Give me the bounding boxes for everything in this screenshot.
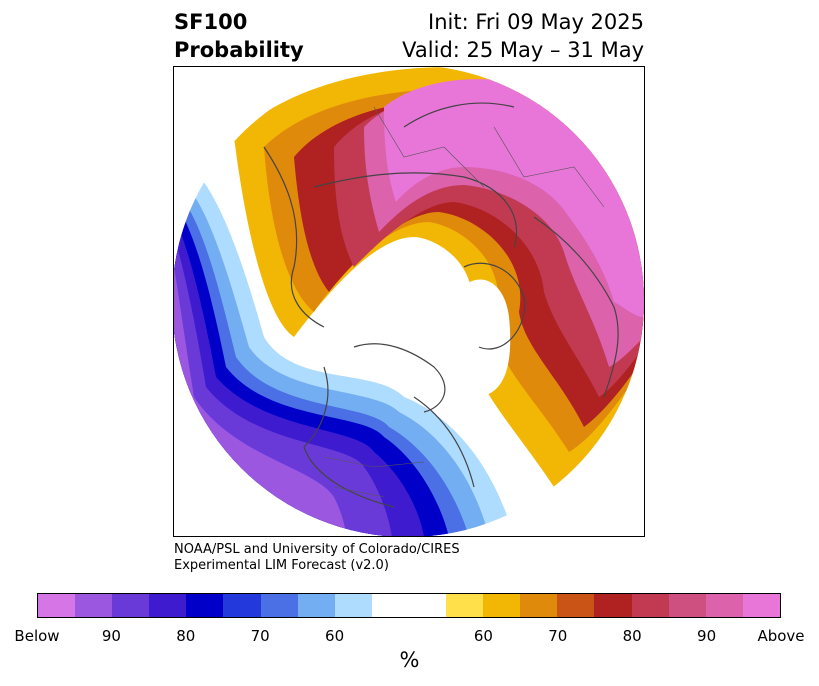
colorbar-segment (297, 594, 335, 617)
colorbar-segment (112, 594, 150, 617)
colorbar-tick-label: 70 (250, 627, 270, 645)
colorbar-segment (594, 594, 632, 617)
colorbar-segment (446, 594, 484, 617)
credit-line-1: NOAA/PSL and University of Colorado/CIRE… (174, 542, 460, 557)
borders (323, 106, 605, 498)
colorbar-tick-label: 80 (622, 627, 642, 645)
title-line-1: SF100 (174, 10, 248, 34)
above-max (384, 79, 644, 317)
colorbar-tick-label: Above (757, 627, 805, 645)
colorbar-tick-label: 60 (473, 627, 493, 645)
credit-text: NOAA/PSL and University of Colorado/CIRE… (174, 542, 460, 574)
colorbar-tick-labels: Below 90 80 70 60 60 70 80 90 Above (0, 627, 819, 647)
neutral-greenland (443, 279, 511, 397)
coastlines (263, 102, 619, 508)
colorbar-segment (334, 594, 372, 617)
colorbar-segment (408, 594, 447, 617)
colorbar-segment (483, 594, 521, 617)
colorbar-unit: % (399, 648, 420, 672)
colorbar-tick-label: 90 (101, 627, 121, 645)
colorbar-segment (371, 594, 409, 617)
forecast-dates: Init: Fri 09 May 2025 Valid: 25 May – 31… (402, 8, 644, 64)
colorbar-segment (260, 594, 298, 617)
colorbar-tick-label: Below (14, 627, 60, 645)
colorbar-segment (38, 594, 76, 617)
credit-line-2: Experimental LIM Forecast (v2.0) (174, 558, 389, 573)
probability-field (174, 67, 644, 536)
colorbar-segment (742, 594, 780, 617)
colorbar-segment (705, 594, 743, 617)
init-date: Init: Fri 09 May 2025 (428, 10, 644, 34)
pole-marker (403, 296, 415, 308)
colorbar-segment (186, 594, 224, 617)
polar-map (173, 66, 645, 537)
colorbar-segment (520, 594, 558, 617)
colorbar-segment (75, 594, 113, 617)
colorbar-tick-label: 80 (176, 627, 196, 645)
colorbar-segment (668, 594, 706, 617)
colorbar (37, 593, 781, 618)
valid-range: Valid: 25 May – 31 May (402, 38, 644, 62)
map-canvas (174, 67, 644, 536)
colorbar-segment (631, 594, 669, 617)
colorbar-tick-label: 60 (325, 627, 345, 645)
colorbar-tick-label: 70 (548, 627, 568, 645)
colorbar-segment (223, 594, 261, 617)
colorbar-segment (149, 594, 187, 617)
chart-title: SF100 Probability (174, 8, 304, 64)
colorbar-tick-label: 90 (697, 627, 717, 645)
title-line-2: Probability (174, 38, 304, 62)
colorbar-segment (557, 594, 595, 617)
